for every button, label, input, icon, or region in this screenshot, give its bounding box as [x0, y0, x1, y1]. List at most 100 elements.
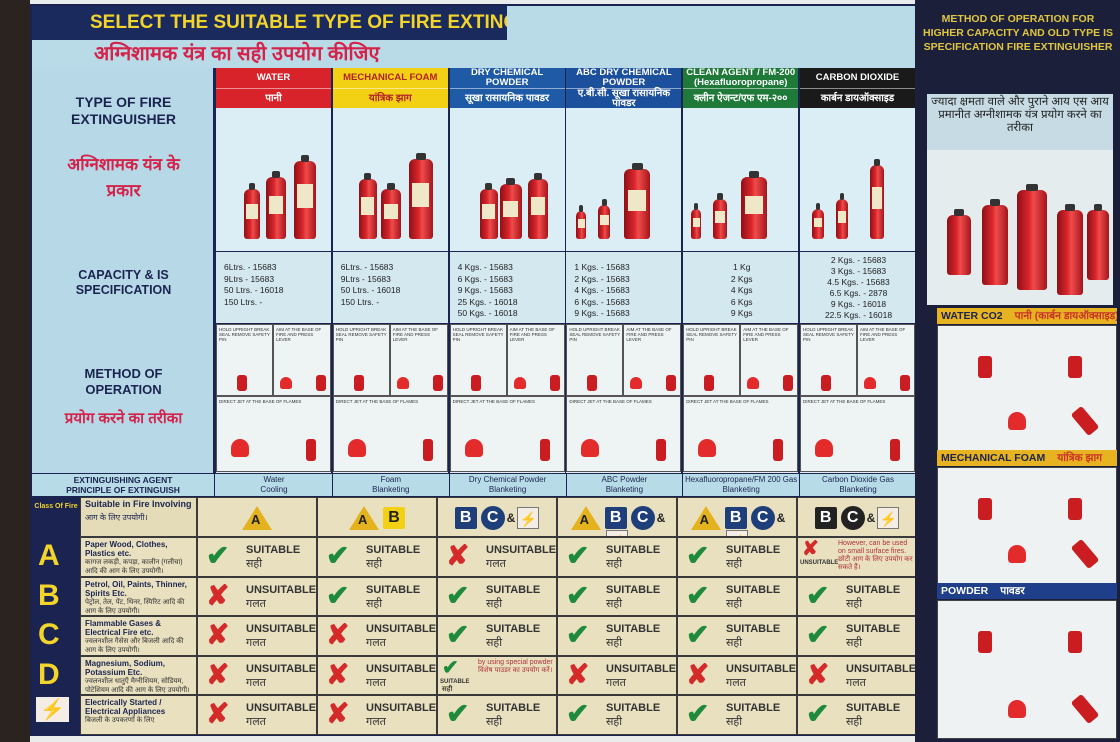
method-step: AIM AT THE BASE OF FIRE AND PRESS LEVER: [506, 324, 565, 396]
status-label-hindi: गलत: [846, 676, 866, 689]
cylinder-label: [715, 211, 726, 223]
description-hi: ज्वलनशील गैसेस और बिजली आदि की आग के लिए…: [85, 638, 184, 654]
cylinder-label: [246, 204, 258, 219]
status-label: SUITABLE: [366, 583, 421, 596]
method-step: HOLD UPRIGHT BREAK SEAL REMOVE SAFETY PI…: [800, 324, 857, 396]
class-letter-a: A: [38, 539, 60, 572]
method-step-text: AIM AT THE BASE OF FIRE AND PRESS LEVER: [626, 327, 672, 342]
agent-name: Water: [216, 475, 332, 485]
method-images: HOLD UPRIGHT BREAK SEAL REMOVE SAFETY PI…: [566, 324, 682, 473]
capacity-item: 2 Kgs. - 15683: [830, 255, 887, 265]
cylinder-label: [628, 190, 647, 211]
suitability-cell: ✔ SUITABLE सही by using special powder विशे…: [437, 655, 557, 695]
status-label: SUITABLE: [726, 583, 781, 596]
description-hi: ज्वलनशील धातुएँ मैग्नीशियम, सोडियम, पोटे…: [85, 677, 190, 694]
extinguisher-icon: [237, 375, 247, 391]
method-step: HOLD UPRIGHT BREAK SEAL REMOVE SAFETY PI…: [449, 324, 507, 396]
status-text: UNSUITABLE गलत: [606, 662, 676, 690]
status-label-hindi: सही: [726, 597, 743, 610]
electrical-badge-icon: ⚡: [517, 507, 540, 529]
section-bar: MECHANICAL FOAM यांत्रिक झाग: [937, 450, 1117, 466]
status-label: UNSUITABLE: [726, 662, 797, 675]
check-icon: ✔: [686, 579, 710, 611]
status-label: UNSUITABLE: [246, 662, 317, 675]
suitability-cell: ✔ SUITABLE सही: [557, 616, 677, 656]
method-step-text: HOLD UPRIGHT BREAK SEAL REMOVE SAFETY PI…: [452, 327, 504, 342]
check-icon: ✔: [446, 698, 470, 729]
class-letter-e: ⚡: [36, 697, 69, 722]
extinguisher-image: [332, 108, 448, 252]
suitability-cell: ✘ UNSUITABLE गलत: [197, 695, 317, 735]
extinguisher-cylinder: [1087, 204, 1109, 280]
extinguisher-cylinder: [499, 178, 522, 239]
fire-icon: [396, 377, 409, 389]
column-5: CARBON DIOXIDE कार्बन डायऑक्साइड 2 Kgs. - …: [800, 68, 916, 473]
extinguisher-cylinder: [624, 163, 651, 239]
method-step: HOLD UPRIGHT BREAK SEAL REMOVE SAFETY PI…: [683, 324, 741, 396]
status-text: SUITABLE सही: [486, 583, 540, 611]
agent-name: Carbon Dioxide Gas: [800, 475, 916, 485]
class-letter-b: B: [38, 578, 60, 612]
extinguisher-cylinder: [266, 171, 286, 239]
capacity-item: 22.5 Kgs. - 16018: [824, 310, 893, 320]
extinguisher-cylinder: [527, 173, 548, 239]
agent-principle: Blanketing: [839, 485, 877, 494]
method-step-text: HOLD UPRIGHT BREAK SEAL REMOVE SAFETY PI…: [686, 327, 737, 342]
extinguisher-icon: [1070, 538, 1100, 570]
fire-icon: [630, 377, 643, 389]
class-c-badge-icon: C: [630, 506, 655, 530]
column-header: CARBON DIOXIDE कार्बन डायऑक्साइड: [800, 68, 915, 108]
status-label-hindi: सही: [606, 637, 623, 649]
cylinder-label: [692, 218, 700, 227]
high-capacity-extinguishers-image: [927, 150, 1113, 305]
status-text: UNSUITABLE गलत: [486, 543, 556, 571]
cross-icon: ✘: [326, 698, 350, 729]
status-label-hindi: सही: [606, 716, 623, 728]
fire-icon: [464, 439, 483, 457]
cross-icon: ✘: [206, 658, 230, 690]
method-step: DIRECT JET AT THE BASE OF FLAMES: [216, 396, 331, 472]
suitable-header-en: Suitable in Fire Involving: [85, 499, 192, 509]
suitability-cell: ✔ SUITABLE सही: [677, 537, 797, 577]
method-step-text: AIM AT THE BASE OF FIRE AND PRESS LEVER: [509, 327, 555, 342]
agent-cell: Carbon Dioxide Gas Blanketing: [800, 474, 917, 496]
cross-icon: ✘: [206, 698, 230, 729]
agent-principle: Cooling: [260, 485, 288, 494]
method-images: HOLD UPRIGHT BREAK SEAL REMOVE SAFETY PI…: [332, 324, 448, 473]
status-label-hindi: गलत: [366, 716, 386, 728]
capacity-item: 25 Kgs. - 16018: [457, 296, 518, 307]
column-header: WATER पानी: [216, 68, 331, 108]
suitability-cell: ✔ SUITABLE सही: [677, 576, 797, 616]
status-text: UNSUITABLE गलत: [246, 622, 316, 650]
description-hi: कागज लकड़ी, कपड़ा, कालीन (गलीचा) आदि की …: [85, 559, 183, 575]
method-step-text: HOLD UPRIGHT BREAK SEAL REMOVE SAFETY PI…: [569, 327, 621, 342]
extinguisher-icon: [432, 375, 443, 391]
extinguisher-icon: [316, 375, 326, 391]
extinguisher-icon: [422, 439, 433, 461]
check-icon: ✔: [686, 540, 710, 571]
column-header: CLEAN AGENT / FM-200 (Hexafluoropropane)…: [683, 68, 799, 108]
suitable-classes-cell: ABC& ⚡: [557, 497, 677, 537]
status-label: UNSUITABLE: [246, 702, 317, 714]
agent-principle: Blanketing: [722, 485, 760, 494]
status-label-hindi: गलत: [366, 676, 386, 689]
capacity-item: 6 Kgs. - 15683: [457, 273, 513, 284]
status-label: SUITABLE: [246, 544, 301, 556]
capacity-item: 2 Kgs. - 15683: [574, 273, 630, 284]
column-name-hindi: क्लीन ऐजन्ट/एफ एम-२००: [683, 88, 799, 108]
column-name: CARBON DIOXIDE: [815, 72, 900, 83]
column-1: MECHANICAL FOAM यांत्रिक झाग 6Ltrs. - 1568…: [332, 68, 449, 473]
fire-icon: [698, 439, 717, 457]
status-label: UNSUITABLE: [246, 583, 317, 596]
status-label-hindi: सही: [486, 597, 503, 610]
status-label: SUITABLE: [440, 678, 470, 685]
fire-class-description: Petrol, Oil, Paints, Thinner, Spirits Et…: [80, 576, 197, 616]
method-step: DIRECT JET AT THE BASE OF FLAMES: [683, 396, 799, 472]
check-icon: ✔: [686, 698, 710, 729]
agent-name: Dry Chemical Powder: [450, 475, 566, 485]
status-text: UNSUITABLE गलत: [846, 662, 916, 690]
status-text: UNSUITABLE गलत: [366, 622, 436, 650]
capacity-list: 1 Kg 2 Kgs 4 Kgs 6 Kgs 9 Kgs: [683, 252, 799, 324]
extinguisher-image: [800, 108, 915, 252]
